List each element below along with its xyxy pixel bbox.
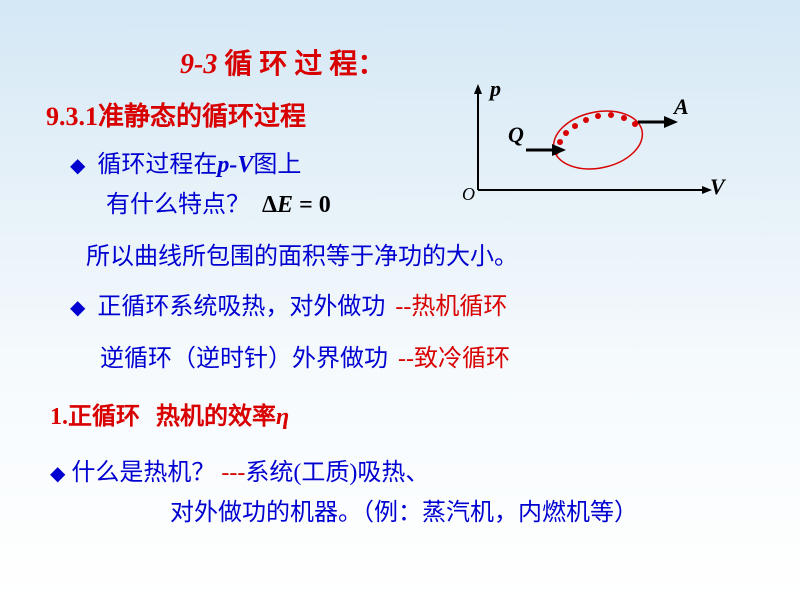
bullet1-pv: p-V (217, 152, 253, 178)
bullet-1-line-1: ◆ 循环过程在p-V图上 (70, 144, 301, 179)
equation-deltaE: ΔE = 0 (262, 192, 331, 218)
diamond-icon: ◆ (50, 463, 65, 485)
diamond-icon: ◆ (70, 155, 85, 177)
bullet1-post: 图上 (253, 152, 301, 178)
area-text: 所以曲线所包围的面积等于净功的大小。 (86, 236, 518, 271)
cycle-dots (553, 112, 638, 155)
heading1-text2: 热机的效率 (156, 404, 276, 430)
bullet3-red: 致冷循环 (414, 346, 510, 372)
bullet4-dash: --- (221, 460, 245, 486)
heading1-text1: 正循环 (68, 404, 140, 430)
bullet1-line2: 有什么特点？ (106, 192, 250, 218)
subsection-number: 9.3.1 (46, 102, 98, 131)
bullet2-dash: -- (395, 294, 411, 320)
a-label: A (674, 94, 689, 120)
bullet4-ans1: 系统(工质)吸热、 (245, 460, 429, 486)
bullet2-text: 正循环系统吸热，对外做功 (97, 294, 385, 320)
section-title: 9-3 循 环 过 程： (180, 42, 385, 82)
v-label: V (710, 174, 725, 200)
section-title-text: 循 环 过 程： (224, 49, 385, 80)
section-number: 9-3 (180, 49, 217, 80)
bullet3-text: 逆循环（逆时针）外界做功 (100, 346, 388, 372)
o-label: O (462, 184, 475, 205)
bullet3-dash: -- (398, 346, 414, 372)
bullet1-pre: 循环过程在 (97, 152, 217, 178)
bullet-2: ◆ 正循环系统吸热，对外做功 --热机循环 (70, 286, 507, 321)
q-arrow-head (552, 144, 566, 156)
bullet-4-line-2: 对外做功的机器。（例：蒸汽机，内燃机等） (170, 492, 638, 527)
p-axis-arrow (474, 84, 482, 94)
subsection-text: 准静态的循环过程 (98, 102, 306, 131)
bullet-4-line-1: ◆ 什么是热机？ ---系统(工质)吸热、 (50, 452, 429, 487)
heading1-num: 1. (50, 404, 68, 430)
bullet4-q: 什么是热机？ (71, 460, 215, 486)
bullet-3: 逆循环（逆时针）外界做功 --致冷循环 (100, 338, 510, 373)
q-label: Q (508, 122, 524, 148)
heading-1: 1.正循环 热机的效率η (50, 396, 289, 431)
pv-diagram: p V O Q A (448, 80, 728, 210)
bullet-1-line-2: 有什么特点？ ΔE = 0 (106, 184, 331, 219)
eta-symbol: η (276, 404, 289, 430)
bullet2-red: 热机循环 (411, 294, 507, 320)
subsection-heading: 9.3.1准静态的循环过程 (46, 96, 306, 133)
p-label: p (490, 76, 501, 102)
diamond-icon: ◆ (70, 297, 85, 319)
